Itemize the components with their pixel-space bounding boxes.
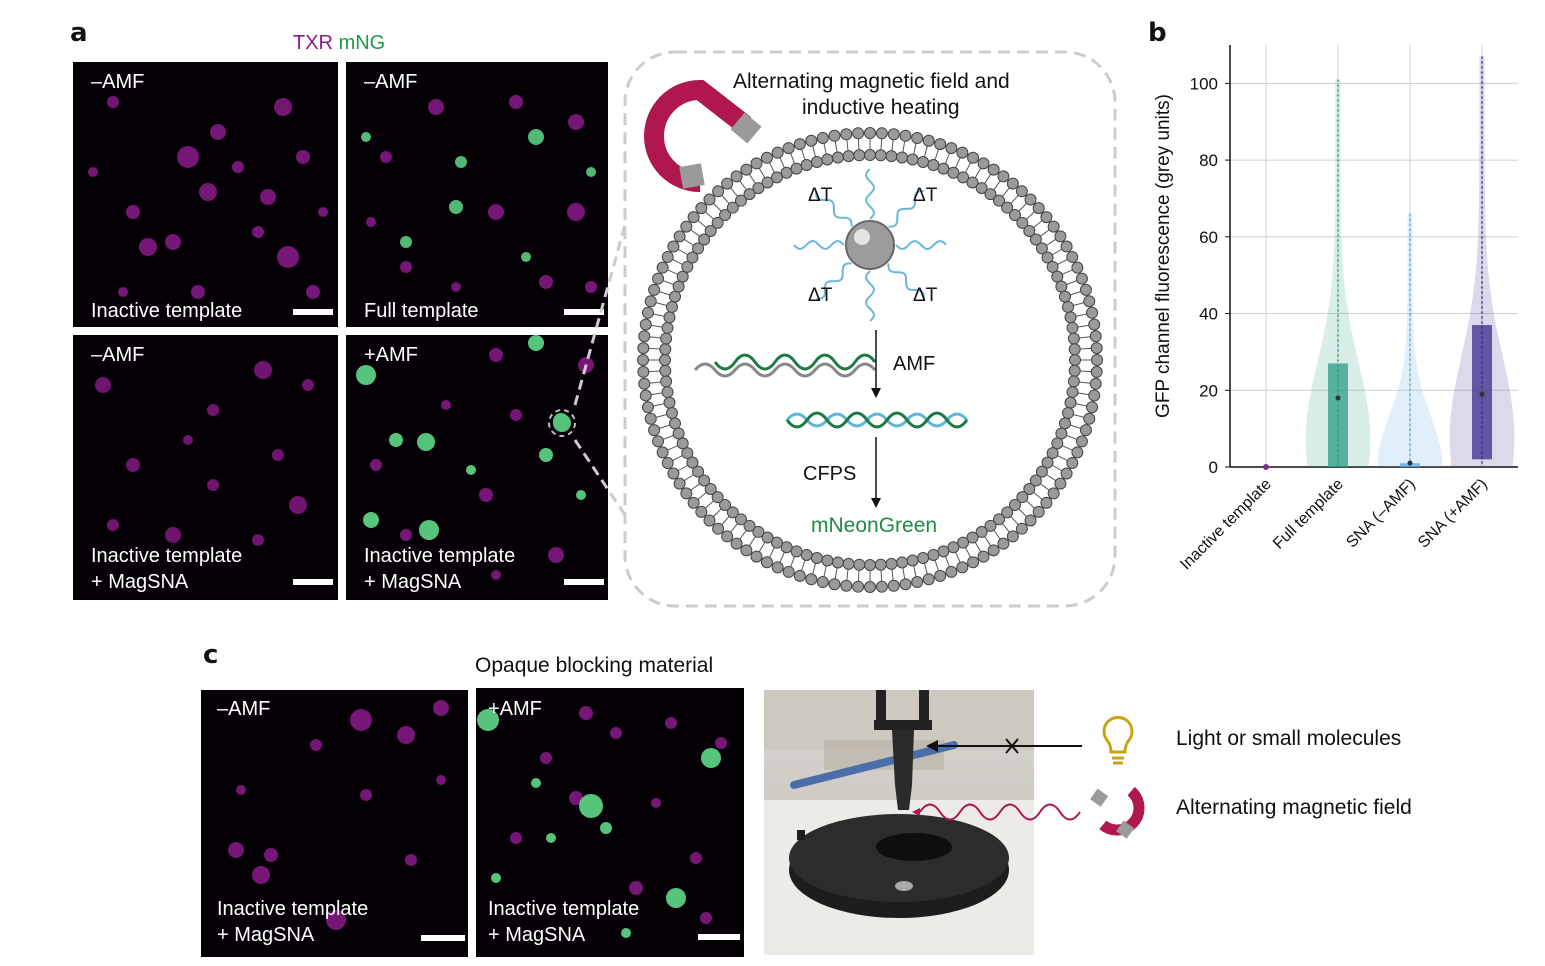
scale-bar [293,579,333,585]
violin-body [1305,79,1371,467]
micrograph-c1-dots [228,700,449,930]
micrograph-c2-dots [477,706,727,938]
micrograph-a2: –AMF Full template [346,62,608,327]
micrograph-a4-top-label: +AMF [364,344,418,366]
delta-t-label-3: ΔT [808,285,833,306]
iqr-box [1328,363,1348,467]
magnet-icon-small [1090,786,1145,839]
micrograph-a4-bottom-label-1: Inactive template [364,545,516,567]
scale-bar [698,934,740,940]
micrograph-a1: –AMF Inactive template [73,62,338,327]
setup-photo-drawing [764,690,1034,955]
median-marker [1263,464,1269,470]
scale-bar [293,309,333,315]
y-tick-label: 20 [1199,381,1218,400]
dna-template-active [785,411,969,429]
y-axis-label: GFP channel fluorescence (grey units) [1153,94,1174,418]
micrograph-c2-bottom-label-1: Inactive template [488,898,640,920]
step-cfps-label: CFPS [803,463,857,485]
panel-b-letter: b [1148,18,1167,48]
y-tick-label: 80 [1199,151,1218,170]
magnet-icon [644,79,762,192]
scale-bar [421,935,465,941]
micrograph-a1-bottom-label: Inactive template [91,300,243,322]
micrograph-a3-top-label: –AMF [91,344,145,366]
y-tick-label: 60 [1199,228,1218,247]
micrograph-a2-top-label: –AMF [364,71,418,93]
micrograph-c2-top-label: +AMF [488,698,542,720]
scale-bar [564,579,604,585]
micrograph-a2-dots [361,95,597,293]
micrograph-c1-bottom-label-1: Inactive template [217,898,369,920]
micrograph-a4: +AMF Inactive template + MagSNA [346,335,608,600]
step-amf-label: AMF [893,353,936,375]
x-tick-label: SNA (–AMF) [1343,476,1419,552]
median-marker [1407,460,1413,466]
micrograph-c1-bottom-label-2: + MagSNA [217,924,315,946]
y-tick-label: 40 [1199,305,1218,324]
median-marker [1335,395,1341,401]
y-tick-label: 100 [1190,74,1218,93]
scale-bar [564,309,604,315]
legend-amf-label: Alternating magnetic field [1176,796,1412,819]
micrograph-a1-dots [88,96,328,299]
x-tick-label: Full template [1270,476,1347,553]
delta-t-label-2: ΔT [913,185,938,206]
micrograph-a1-top-label: –AMF [91,71,145,93]
channel-txr-label: TXR [293,32,333,54]
micrograph-c1-top-label: –AMF [217,698,271,720]
panel-a-letter: a [70,18,88,48]
dna-template-inactive [693,353,877,378]
micrograph-c2: +AMF Inactive template + MagSNA [476,688,744,957]
panel-c-letter: c [203,640,219,670]
micrograph-a4-bottom-label-2: + MagSNA [364,571,462,593]
experimental-setup-photo [764,690,1034,955]
x-tick-label: Inactive template [1177,476,1275,574]
delta-t-label-1: ΔT [808,185,833,206]
micrograph-a3-bottom-label-1: Inactive template [91,545,243,567]
micrograph-a3-dots [95,361,314,546]
channel-mng-label: mNG [338,32,386,54]
schematic-title-line1: Alternating magnetic field and [733,70,1010,93]
legend-light-label: Light or small molecules [1176,727,1402,750]
violin-chart: 0 20 40 60 80 100 GFP channel fluorescence (gr… [1153,45,1518,574]
y-tick-label: 0 [1209,458,1218,477]
micrograph-a2-bottom-label: Full template [364,300,479,322]
x-tick-label: SNA (+AMF) [1415,476,1491,552]
micrograph-a3-bottom-label-2: + MagSNA [91,571,189,593]
micrograph-a3: –AMF Inactive template + MagSNA [73,335,338,600]
micrograph-c1: –AMF Inactive template + MagSNA [201,690,468,957]
delta-t-label-4: ΔT [913,285,938,306]
channel-legend: TXR mNG [293,32,385,55]
median-marker [1479,391,1485,397]
schematic-title-line2: inductive heating [802,96,960,119]
lightbulb-icon [1102,715,1134,765]
product-label: mNeonGreen [811,514,938,537]
panel-c-title: Opaque blocking material [475,654,714,677]
micrograph-c2-bottom-label-2: + MagSNA [488,924,586,946]
